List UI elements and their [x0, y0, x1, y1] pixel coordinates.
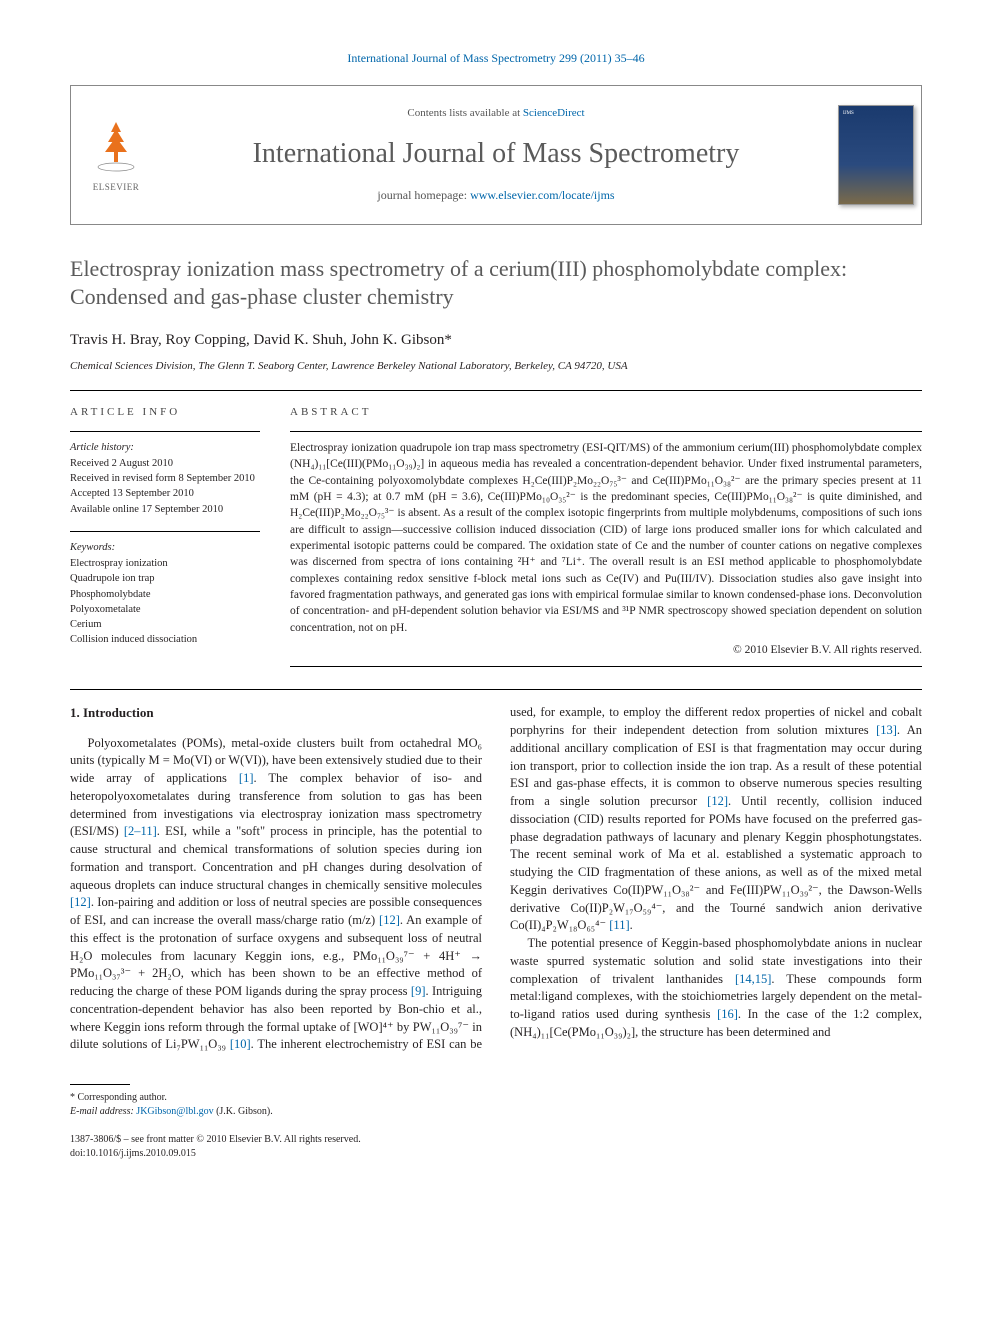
citation-link[interactable]: [9] — [411, 984, 426, 998]
keyword: Cerium — [70, 617, 260, 632]
authors: Travis H. Bray, Roy Copping, David K. Sh… — [70, 330, 922, 351]
header-banner: ELSEVIER Contents lists available at Sci… — [70, 85, 922, 225]
homepage-pre: journal homepage: — [377, 188, 470, 202]
history-label: Article history: — [70, 440, 260, 455]
divider — [70, 689, 922, 690]
homepage-link[interactable]: www.elsevier.com/locate/ijms — [470, 188, 615, 202]
abstract-block: ABSTRACT Electrospray ionization quadrup… — [290, 405, 922, 667]
issn-line: 1387-3806/$ – see front matter © 2010 El… — [70, 1133, 922, 1147]
doi-link[interactable]: 10.1016/j.ijms.2010.09.015 — [86, 1148, 196, 1159]
email-line: E-mail address: JKGibson@lbl.gov (J.K. G… — [70, 1105, 922, 1119]
cover-thumb-icon: IJMS — [838, 105, 914, 205]
citation-link[interactable]: [13] — [876, 723, 897, 737]
email-label: E-mail address: — [70, 1106, 136, 1117]
online-date: Available online 17 September 2010 — [70, 502, 260, 517]
article-info-head: ARTICLE INFO — [70, 405, 260, 420]
divider — [70, 531, 260, 532]
citation-link[interactable]: [12] — [707, 794, 728, 808]
cover-label: IJMS — [843, 110, 909, 117]
doi-line: doi:10.1016/j.ijms.2010.09.015 — [70, 1147, 922, 1161]
email-link[interactable]: JKGibson@lbl.gov — [136, 1106, 213, 1117]
abstract-head: ABSTRACT — [290, 405, 922, 421]
keyword: Collision induced dissociation — [70, 632, 260, 647]
footnote-rule — [70, 1084, 130, 1085]
elsevier-tree-icon — [91, 117, 141, 177]
citation-link[interactable]: [12] — [379, 913, 400, 927]
citation-link[interactable]: [10] — [230, 1037, 251, 1051]
sciencedirect-link[interactable]: ScienceDirect — [523, 107, 585, 119]
journal-name: International Journal of Mass Spectromet… — [253, 134, 740, 173]
bottom-meta: 1387-3806/$ – see front matter © 2010 El… — [70, 1133, 922, 1161]
keyword: Quadrupole ion trap — [70, 571, 260, 586]
divider — [290, 666, 922, 667]
article-title: Electrospray ionization mass spectrometr… — [70, 255, 922, 312]
body-text: . Until recently, collision induced diss… — [510, 794, 922, 932]
abstract-text: Electrospray ionization quadrupole ion t… — [290, 440, 922, 636]
abstract-copyright: © 2010 Elsevier B.V. All rights reserved… — [290, 642, 922, 658]
homepage-line: journal homepage: www.elsevier.com/locat… — [377, 187, 614, 204]
received-date: Received 2 August 2010 — [70, 456, 260, 471]
revised-date: Received in revised form 8 September 201… — [70, 471, 260, 486]
header-center: Contents lists available at ScienceDirec… — [161, 86, 831, 224]
body-columns: 1. Introduction Polyoxometalates (POMs),… — [70, 704, 922, 1054]
corresponding-author: * Corresponding author. — [70, 1091, 922, 1105]
section-heading: 1. Introduction — [70, 704, 482, 722]
keywords-block: Keywords: Electrospray ionization Quadru… — [70, 540, 260, 648]
divider — [290, 431, 922, 432]
body-text: . — [630, 918, 633, 932]
journal-reference: International Journal of Mass Spectromet… — [70, 50, 922, 67]
body-paragraph: The potential presence of Keggin-based p… — [510, 935, 922, 1042]
citation-link[interactable]: [14,15] — [735, 972, 771, 986]
article-info-sidebar: ARTICLE INFO Article history: Received 2… — [70, 405, 260, 667]
divider — [70, 431, 260, 432]
affiliation: Chemical Sciences Division, The Glenn T.… — [70, 359, 922, 374]
journal-cover[interactable]: IJMS — [831, 86, 921, 224]
footnotes: * Corresponding author. E-mail address: … — [70, 1091, 922, 1119]
accepted-date: Accepted 13 September 2010 — [70, 486, 260, 501]
doi-label: doi: — [70, 1148, 86, 1159]
contents-pre: Contents lists available at — [407, 107, 522, 119]
elsevier-brand-text: ELSEVIER — [93, 181, 140, 194]
journal-ref-link[interactable]: International Journal of Mass Spectromet… — [347, 51, 644, 65]
keywords-label: Keywords: — [70, 540, 260, 555]
keyword: Electrospray ionization — [70, 556, 260, 571]
elsevier-logo[interactable]: ELSEVIER — [71, 86, 161, 224]
keyword: Phosphomolybdate — [70, 587, 260, 602]
citation-link[interactable]: [2–11] — [124, 824, 157, 838]
citation-link[interactable]: [1] — [239, 771, 254, 785]
article-history: Article history: Received 2 August 2010 … — [70, 440, 260, 517]
contents-line: Contents lists available at ScienceDirec… — [407, 106, 584, 121]
author-link[interactable]: Travis H. Bray, Roy Copping, David K. Sh… — [70, 332, 452, 348]
email-suffix: (J.K. Gibson). — [214, 1106, 273, 1117]
citation-link[interactable]: [12] — [70, 895, 91, 909]
citation-link[interactable]: [16] — [717, 1007, 738, 1021]
citation-link[interactable]: [11] — [609, 918, 629, 932]
keyword: Polyoxometalate — [70, 602, 260, 617]
divider — [70, 390, 922, 391]
